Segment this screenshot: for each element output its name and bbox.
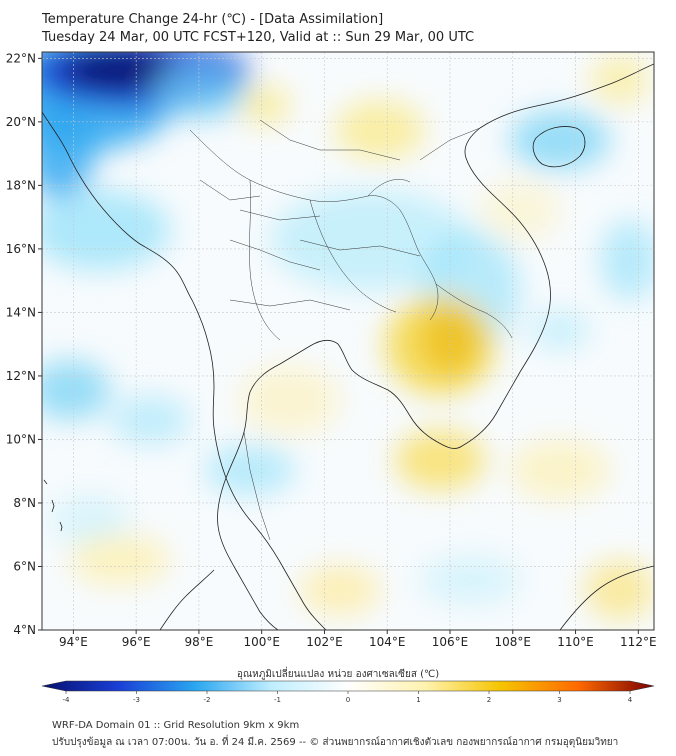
- lon-label: 96°E: [122, 635, 151, 649]
- borders: [189, 119, 513, 541]
- colorbar-tick-label: -4: [63, 696, 71, 704]
- temperature-field: [42, 52, 654, 630]
- lat-label: 18°N: [6, 178, 36, 192]
- lat-label: 10°N: [6, 432, 36, 446]
- colorbar-tick-label: 1: [416, 696, 420, 704]
- map-title: Temperature Change 24-hr (℃) - [Data Ass…: [42, 12, 384, 27]
- colorbar-tick-label: -2: [204, 696, 211, 704]
- lat-label: 16°N: [6, 242, 36, 256]
- colorbar-tick-label: 2: [487, 696, 491, 704]
- colorbar-bar: [41, 680, 655, 692]
- lon-label: 98°E: [184, 635, 213, 649]
- colorbar-title: อุณหภูมิเปลี่ยนแปลง หน่วย องศาเซลเซียส (…: [236, 669, 440, 680]
- plot-frame: [41, 51, 655, 631]
- colorbar-ticks: -4 -3 -2 -1 0 1 2 3 4: [63, 691, 633, 704]
- lon-label: 106°E: [432, 635, 469, 649]
- lon-label: 108°E: [495, 635, 532, 649]
- colorbar-tick-label: 3: [557, 696, 561, 704]
- colorbar-tick-label: 0: [346, 696, 350, 704]
- lat-label: 20°N: [6, 115, 36, 129]
- footer-credit: ปรับปรุงข้อมูล ณ เวลา 07:00น. วัน อ. ที่…: [52, 737, 619, 748]
- colorbar: -4 -3 -2 -1 0 1 2 3 4: [41, 680, 655, 704]
- lon-label: 100°E: [243, 635, 280, 649]
- lon-label: 104°E: [369, 635, 406, 649]
- colorbar-tick-label: -3: [133, 696, 140, 704]
- lat-label: 4°N: [13, 623, 36, 637]
- lat-label: 12°N: [6, 369, 36, 383]
- colorbar-tick-label: -1: [274, 696, 281, 704]
- colorbar-tick-label: 4: [628, 696, 633, 704]
- lon-label: 110°E: [557, 635, 594, 649]
- lon-label: 112°E: [620, 635, 657, 649]
- lon-label: 102°E: [306, 635, 343, 649]
- coastlines: [42, 63, 654, 630]
- longitude-labels: 94°E 96°E 98°E 100°E 102°E 104°E 106°E 108°E 110…: [59, 635, 657, 649]
- axis-ticks: [38, 57, 639, 634]
- lat-label: 22°N: [6, 51, 36, 65]
- latitude-labels: 22°N 20°N 18°N 16°N 14°N 12°N 10°N 8°N 6°N 4°N: [6, 51, 36, 637]
- lat-label: 14°N: [6, 305, 36, 319]
- footer-model-info: WRF-DA Domain 01 :: Grid Resolution 9km …: [52, 720, 300, 731]
- map-subtitle: Tuesday 24 Mar, 00 UTC FCST+120, Valid a…: [42, 30, 475, 45]
- graticule: [42, 52, 654, 631]
- lat-label: 8°N: [13, 496, 36, 510]
- lon-label: 94°E: [59, 635, 88, 649]
- lat-label: 6°N: [13, 559, 36, 573]
